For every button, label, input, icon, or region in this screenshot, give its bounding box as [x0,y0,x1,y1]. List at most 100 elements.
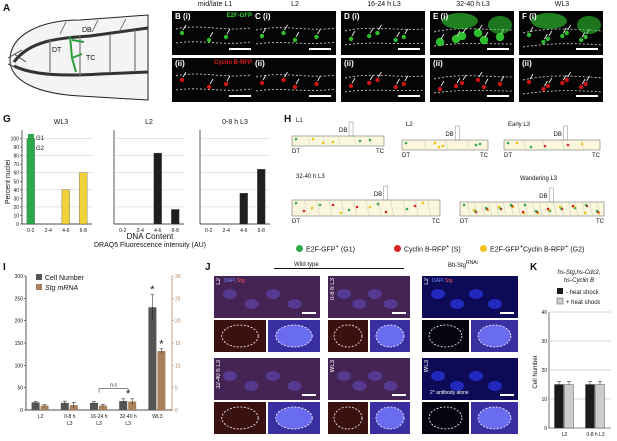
h-nucleus [566,143,570,147]
larva-label-tc: TC [86,55,95,62]
i-bar [128,401,137,410]
i-ytick-label: 300 [15,274,24,280]
h-label-dt: DT [460,219,468,225]
tube-outline [255,88,336,92]
j-wildtype-title: Wild type [294,262,319,268]
h-label-dt: DT [292,149,300,155]
g-xtick-label: 6-8 [258,228,265,234]
h-nucleus [384,210,388,214]
j-nucleus [223,371,237,381]
nucleus [457,31,467,41]
i-xtick-label: L3 [125,421,131,427]
nucleus [526,32,532,38]
micro-d-i: D (i) [341,11,425,55]
scale-bar [576,48,598,50]
nucleus [495,32,505,42]
j-inset-layer [333,406,363,430]
h-nucleus [294,201,298,205]
j-inset-layer [375,406,405,430]
k-xtick-label: 0-8 h L3 [586,432,605,438]
scale-bar [309,48,331,50]
g-xtick-label: 0-2 [205,228,212,234]
j-nucleus [488,381,502,391]
arrow [562,27,567,34]
nucleus [479,35,489,45]
micro-panel-label: (ii) [433,59,443,68]
h-cell-border [466,139,470,151]
j-stg-signal [214,358,320,400]
g-bar [171,209,180,225]
h-cell-border [427,199,431,217]
h-nucleus [358,139,362,143]
k-legend-minus: - heat shock [566,290,600,296]
nucleus [223,81,229,87]
h-cell-border [517,201,521,217]
nucleus [459,80,465,86]
j-inset-layer [428,406,463,430]
nucleus [367,80,372,86]
h-label-tc: TC [596,219,605,225]
arrow [548,77,553,84]
h-branch [563,125,568,141]
j-nucleus-outline [221,406,259,430]
h-nucleus [437,145,441,149]
g-legend-label: G1 [36,136,45,142]
i-y2tick-label: 10 [175,363,181,369]
arrow [284,71,288,78]
arrow [462,27,467,34]
tube-outline [175,73,256,77]
stage-label-b: mid/late L1 [197,1,233,8]
h-nucleus [484,206,488,210]
gfp-blob [488,16,512,34]
h-nucleus [376,202,380,206]
micro-f-ii: (ii) [519,58,603,102]
k-ytick-label: 0 [544,426,547,432]
j-nucleus [368,371,382,381]
tube-outline [344,42,425,46]
h-stage-label: Early L3 [508,122,531,128]
arrow [351,30,356,37]
j-inset-0-0-1 [268,320,320,352]
j-nucleus [223,289,237,299]
nucleus [292,37,298,43]
h-nucleus [474,143,478,147]
arrow [586,75,590,82]
h-cell-border [402,199,407,217]
stage-label-c: L2 [291,1,299,8]
nucleus [348,83,354,89]
tube-outline [433,43,514,47]
tube-outline [433,75,514,80]
nucleus [526,79,532,85]
micro-panel-label: F (i) [522,12,537,21]
h-label-db: DB [445,132,453,138]
j-stain-legend: DAPI Stg [224,278,245,284]
h-nucleus [584,203,588,207]
arrow [262,74,267,81]
h-nucleus [558,205,562,209]
tube-outline [255,27,336,31]
h-cell-border [304,199,308,217]
g-legend-label: G2 [36,146,45,152]
nucleus [259,80,265,86]
j-stg-signal [214,276,320,318]
micro-b-i: B (i) E2F-GFP [172,11,256,55]
scale-bar [392,312,406,314]
micro-image [255,24,336,45]
h-cell-border [444,139,449,151]
arrow [478,24,483,31]
j-stg-label: Stg [443,278,453,284]
g-ytick-label: 30 [13,196,19,202]
j-stg-signal [328,358,410,400]
g-ytick-label: 80 [13,154,19,160]
nucleus [453,83,459,89]
panel-label-i: I [3,262,6,273]
tube-outline [255,41,336,45]
h-tube [459,201,605,217]
h-label-dt: DT [402,153,410,159]
j-nucleus [266,371,280,381]
j-nuclei-layer [214,358,320,400]
h-cell-border [328,199,333,217]
h-label-db: DB [374,192,382,198]
micro-panel-label: C (i) [255,12,271,21]
arrow [396,78,400,85]
